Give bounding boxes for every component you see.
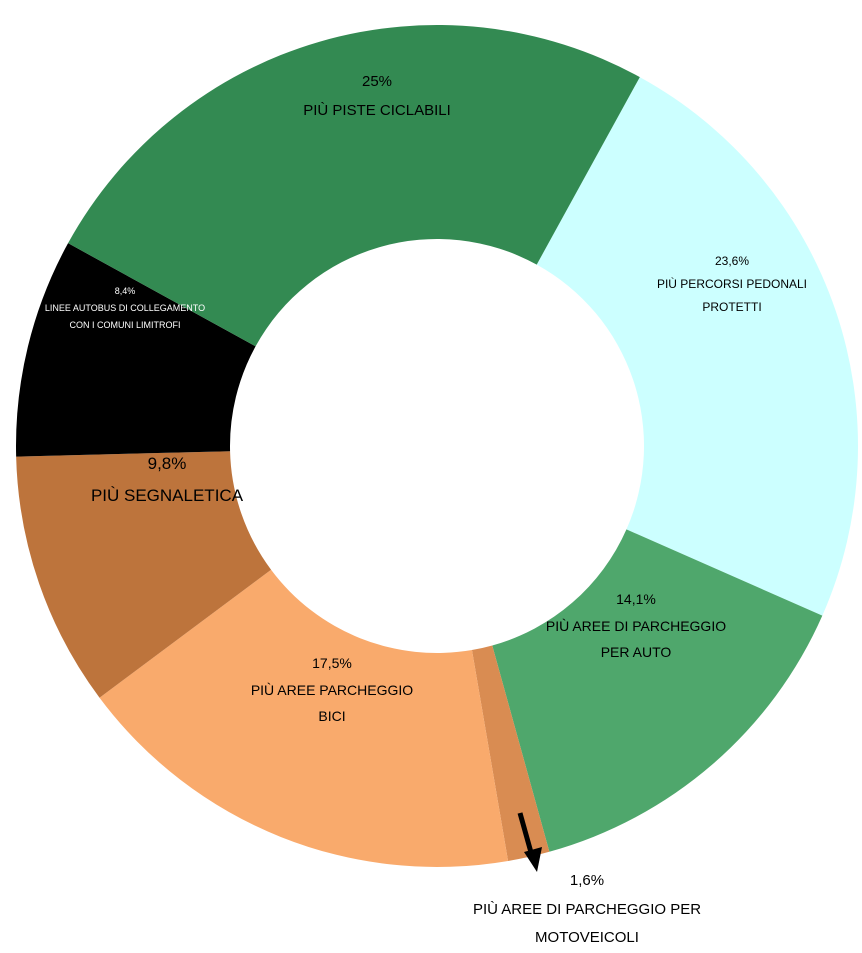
category-label: PIÙ AREE PARCHEGGIO BICI (250, 681, 414, 725)
category-label: LINEE AUTOBUS DI COLLEGAMENTO CON I COMU… (44, 303, 206, 331)
slice-label: 25% PIÙ PISTE CICLABILI (227, 68, 527, 125)
value-label: 1,6% (569, 872, 605, 889)
slice-label: 23,6% PIÙ PERCORSI PEDONALI PROTETTI (637, 250, 827, 318)
value-label: 9,8% (147, 454, 187, 473)
donut-slice (15, 243, 256, 457)
category-label: PIÙ AREE DI PARCHEGGIO PER AUTO (545, 617, 727, 661)
category-label: PIÙ AREE DI PARCHEGGIO PER MOTOVEICOLI (472, 900, 702, 947)
value-label: 23,6% (714, 254, 750, 268)
donut-slice (471, 645, 550, 861)
value-label: 17,5% (312, 655, 352, 671)
arrow-shaft (517, 812, 535, 857)
value-label: 8,4% (114, 286, 136, 296)
slice-label: 8,4% LINEE AUTOBUS DI COLLEGAMENTO CON I … (43, 283, 208, 334)
donut-slice (68, 24, 640, 347)
category-label: PIÙ PERCORSI PEDONALI PROTETTI (656, 276, 808, 314)
slice-label: 17,5% PIÙ AREE PARCHEGGIO BICI (240, 650, 425, 730)
slice-label: 1,6% PIÙ AREE DI PARCHEGGIO PER MOTOVEICO… (452, 867, 722, 953)
value-label: 25% (361, 73, 393, 90)
slice-label: 9,8% PIÙ SEGNALETICA (42, 448, 292, 513)
donut-slice (492, 529, 823, 852)
category-label: PIÙ SEGNALETICA (90, 486, 244, 506)
value-label: 14,1% (616, 591, 656, 607)
donut-slice (16, 451, 272, 698)
arrow-head (524, 847, 542, 872)
category-label: PIÙ PISTE CICLABILI (303, 101, 451, 119)
slice-label: 14,1% PIÙ AREE DI PARCHEGGIO PER AUTO (541, 586, 731, 666)
donut-slice (536, 77, 858, 616)
donut-slice (99, 569, 509, 867)
